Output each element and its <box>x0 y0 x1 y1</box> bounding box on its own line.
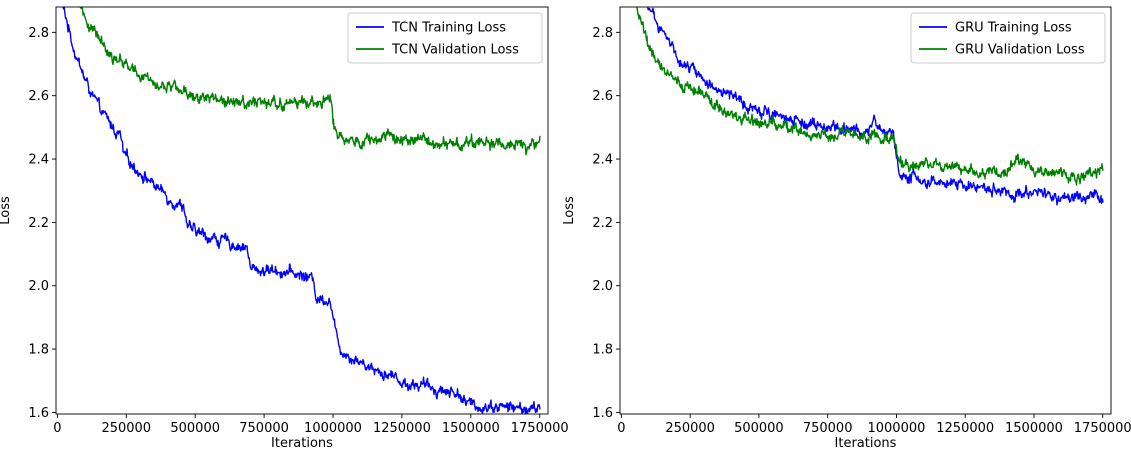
x-tick-label: 750000 <box>239 421 289 436</box>
axes-frame <box>619 6 1112 415</box>
y-tick-label: 1.6 <box>28 406 49 421</box>
x-tick-label: 750000 <box>803 421 853 436</box>
x-tick-label: 250000 <box>101 421 151 436</box>
y-tick-label: 2.4 <box>28 153 49 168</box>
x-axis-label: Iterations <box>271 436 333 451</box>
legend: GRU Training Loss GRU Validation Loss <box>910 12 1106 64</box>
legend-label-2: TCN Validation Loss <box>391 43 519 58</box>
series-line-2 <box>636 7 1104 186</box>
x-tick-label: 1000000 <box>304 421 362 436</box>
legend-label-1: TCN Training Loss <box>391 21 506 36</box>
x-tick-label: 1000000 <box>867 421 925 436</box>
y-axis-label: Loss <box>0 196 13 225</box>
y-tick-label: 2.6 <box>28 89 49 104</box>
x-tick-label: 500000 <box>170 421 220 436</box>
chart-2: 0 250000 500000 750000 1000000 1250000 1500000… <box>562 6 1131 451</box>
legend-box <box>347 12 543 64</box>
y-tick-label: 2.0 <box>28 279 49 294</box>
x-tick-label: 500000 <box>734 421 784 436</box>
y-tick-label: 2.4 <box>592 153 613 168</box>
y-tick-label: 2.0 <box>592 279 613 294</box>
series-line-2 <box>79 7 541 156</box>
chart-1: 0 250000 500000 750000 1000000 1250000 1500000… <box>0 6 569 451</box>
y-tick-label: 2.6 <box>592 89 613 104</box>
legend-label-2: GRU Validation Loss <box>955 43 1085 58</box>
y-tick-label: 1.6 <box>592 406 613 421</box>
axes-frame <box>55 6 549 415</box>
x-tick-label: 1750000 <box>511 421 569 436</box>
x-tick-label: 1250000 <box>373 421 431 436</box>
x-tick-label: 1750000 <box>1074 421 1131 436</box>
x-tick-label: 1250000 <box>936 421 994 436</box>
x-axis-label: Iterations <box>835 436 897 451</box>
x-tick-label: 1500000 <box>1005 421 1063 436</box>
legend: TCN Training Loss TCN Validation Loss <box>347 12 543 64</box>
legend-box <box>910 12 1106 64</box>
x-tick-label: 250000 <box>665 421 715 436</box>
x-tick-label: 1500000 <box>442 421 500 436</box>
y-tick-label: 2.8 <box>592 26 613 41</box>
series-group <box>636 7 1104 206</box>
y-tick-label: 2.2 <box>28 216 49 231</box>
series-group <box>62 7 541 414</box>
y-tick-label: 2.8 <box>28 26 49 41</box>
y-tick-label: 1.8 <box>28 343 49 358</box>
y-tick-label: 2.2 <box>592 216 613 231</box>
y-tick-label: 1.8 <box>592 343 613 358</box>
y-axis-label: Loss <box>562 196 577 225</box>
x-tick-label: 0 <box>617 421 625 436</box>
series-line-1 <box>62 7 541 414</box>
legend-label-1: GRU Training Loss <box>955 21 1072 36</box>
x-tick-label: 0 <box>53 421 61 436</box>
